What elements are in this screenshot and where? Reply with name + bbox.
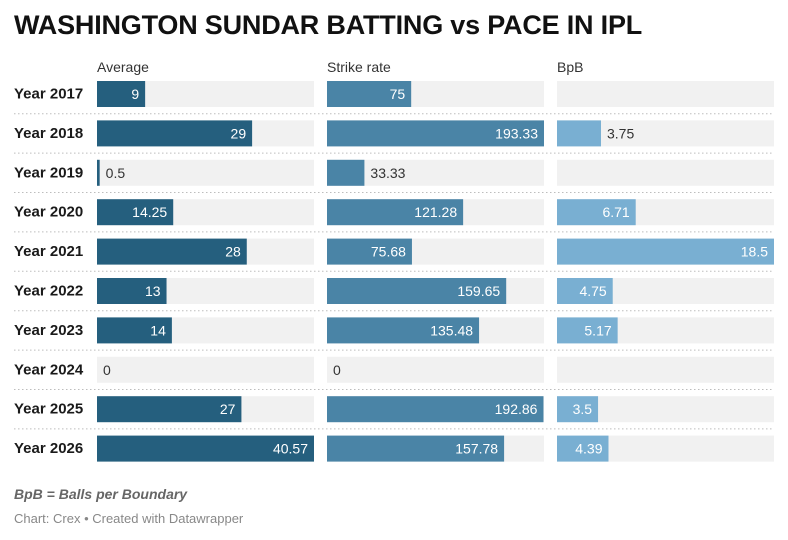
data-label: 5.17 [584,322,611,338]
bar [327,278,507,304]
row-label: Year 2017 [14,86,83,103]
bar [327,396,544,423]
row-label: Year 2025 [14,401,83,418]
bar [97,238,247,265]
bar [557,120,601,147]
bar [557,238,774,265]
data-label: 13 [145,283,161,299]
data-label: 0.5 [106,165,126,181]
chart-credit: Chart: Crex • Created with Datawrapper [14,511,244,526]
bar [557,278,613,304]
data-label: 33.33 [370,165,405,181]
bar [327,159,365,186]
row-label: Year 2026 [14,440,83,457]
data-label: 75 [390,86,406,102]
data-label: 18.5 [741,244,768,260]
data-label: 14 [150,322,166,338]
column-header-1: Strike rate [327,59,391,75]
bar [97,435,314,462]
bar [97,317,172,344]
data-label: 6.71 [602,204,629,220]
data-label: 14.25 [132,204,167,220]
bar [327,238,412,265]
bar [557,396,599,423]
bar-track [97,159,314,186]
data-label: 135.48 [430,322,473,338]
row-label: Year 2019 [14,164,83,181]
data-label: 40.57 [273,441,308,457]
bar-track [557,159,774,186]
data-label: 27 [220,401,236,417]
bar-track [327,356,544,383]
data-label: 157.78 [455,441,498,457]
data-label: 4.39 [575,441,602,457]
bar [327,435,505,462]
bar [97,396,242,423]
bar [327,81,412,107]
data-label: 193.33 [495,125,538,141]
data-label: 75.68 [371,244,406,260]
data-label: 28 [225,244,241,260]
data-label: 159.65 [457,283,500,299]
bar-track [97,356,314,383]
row-label: Year 2018 [14,125,83,142]
chart-title: WASHINGTON SUNDAR BATTING vs PACE IN IPL [14,10,643,40]
row-label: Year 2022 [14,283,83,300]
row-label: Year 2023 [14,322,83,339]
data-label: 3.75 [607,125,634,141]
bar [327,199,464,226]
bar [97,120,253,147]
data-label: 0 [333,362,341,378]
bar-track [557,81,774,107]
bar [557,199,636,226]
data-label: 3.5 [573,401,593,417]
bar [97,278,167,304]
bar [327,317,480,344]
data-label: 121.28 [414,204,457,220]
data-label: 29 [231,125,247,141]
column-header-2: BpB [557,59,583,75]
data-label: 9 [131,86,139,102]
data-label: 4.75 [579,283,606,299]
row-label: Year 2024 [14,361,84,378]
chart-area: Average Strike rate BpB Year 2017 9 75 Year 20… [14,59,774,462]
bar [327,120,544,147]
bar [557,435,609,462]
bar [97,81,146,107]
bar [557,317,618,344]
data-label: 192.86 [495,401,538,417]
row-label: Year 2020 [14,204,83,221]
column-header-0: Average [97,59,149,75]
data-label: 0 [103,362,111,378]
bar [97,159,100,186]
row-label: Year 2021 [14,243,83,260]
bar [97,199,174,226]
footnote: BpB = Balls per Boundary [14,486,188,502]
bar-track [557,356,774,383]
